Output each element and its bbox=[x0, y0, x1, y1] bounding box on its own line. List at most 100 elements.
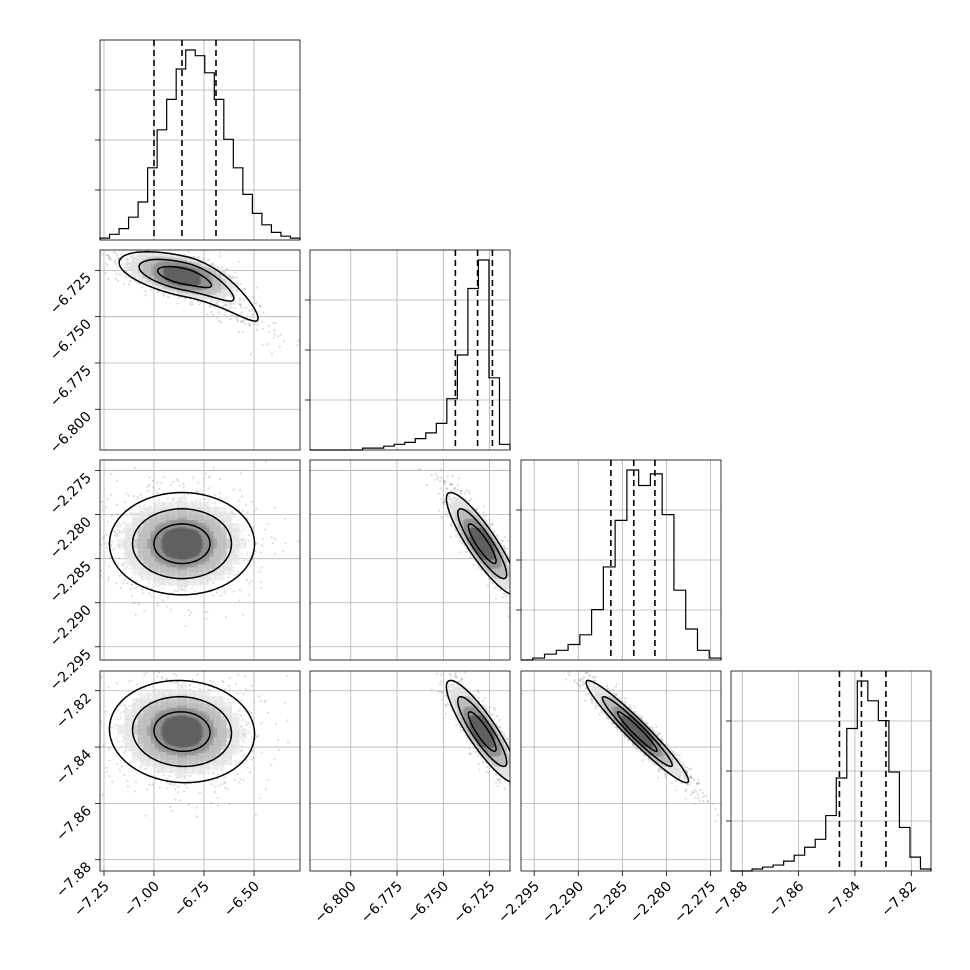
sample-point bbox=[116, 256, 120, 259]
sample-point bbox=[297, 540, 300, 543]
density-cell bbox=[229, 533, 240, 544]
sample-point bbox=[488, 518, 491, 521]
sample-point bbox=[176, 302, 179, 305]
sample-point bbox=[261, 343, 264, 346]
sample-point bbox=[255, 542, 259, 545]
density-cell bbox=[229, 554, 240, 565]
density-cell bbox=[132, 528, 142, 539]
sample-point bbox=[230, 509, 233, 513]
sample-point bbox=[129, 567, 132, 570]
sample-point bbox=[255, 328, 258, 332]
sample-point bbox=[117, 531, 120, 535]
sample-point bbox=[129, 512, 132, 515]
density-cell bbox=[184, 501, 195, 512]
sample-point bbox=[221, 266, 224, 269]
sample-point bbox=[239, 489, 242, 492]
sample-point bbox=[274, 537, 277, 540]
sample-point bbox=[216, 303, 219, 306]
sample-point bbox=[122, 528, 126, 531]
sample-point bbox=[225, 302, 228, 306]
sample-point bbox=[92, 552, 94, 554]
sample-point bbox=[160, 481, 163, 484]
sample-point bbox=[272, 321, 275, 324]
density-cell bbox=[193, 538, 204, 549]
sample-point bbox=[278, 345, 281, 348]
sample-point bbox=[222, 304, 226, 307]
sample-point bbox=[240, 320, 243, 323]
sample-point bbox=[91, 560, 93, 562]
sample-point bbox=[111, 548, 114, 551]
sample-point bbox=[514, 591, 516, 593]
sample-point bbox=[105, 264, 108, 267]
sample-point bbox=[171, 498, 174, 501]
sample-point bbox=[240, 553, 244, 556]
sample-point bbox=[212, 466, 216, 469]
density-cell bbox=[154, 575, 165, 586]
sample-point bbox=[108, 258, 111, 261]
histogram-panel-0 bbox=[99, 39, 301, 241]
density-cell bbox=[124, 522, 135, 533]
histogram-step-1 bbox=[310, 259, 511, 451]
sample-point bbox=[106, 520, 109, 523]
sample-point bbox=[249, 309, 252, 313]
sample-point bbox=[194, 589, 197, 592]
sample-point bbox=[122, 552, 125, 555]
sample-point bbox=[253, 323, 256, 326]
sample-point bbox=[156, 491, 159, 495]
scatter-panel-2-0 bbox=[91, 459, 301, 661]
sample-point bbox=[173, 496, 176, 499]
sample-point bbox=[154, 243, 156, 245]
sample-point bbox=[260, 544, 264, 547]
density-cell bbox=[199, 501, 210, 512]
density-cell bbox=[124, 543, 135, 554]
density-cell bbox=[177, 496, 187, 507]
density-cell bbox=[132, 512, 142, 523]
sample-point bbox=[444, 512, 447, 515]
sample-point bbox=[254, 549, 257, 553]
sample-point bbox=[516, 589, 518, 591]
sample-point bbox=[515, 581, 517, 583]
sample-point bbox=[129, 256, 132, 259]
density-cell bbox=[209, 290, 220, 301]
sample-point bbox=[239, 304, 242, 307]
sample-point bbox=[114, 277, 117, 281]
sample-point bbox=[232, 566, 235, 569]
sample-point bbox=[217, 311, 220, 315]
sample-point bbox=[449, 535, 453, 538]
sample-point bbox=[464, 497, 467, 501]
sample-point bbox=[239, 303, 242, 307]
sample-point bbox=[119, 523, 122, 526]
sample-point bbox=[233, 512, 236, 515]
sample-point bbox=[117, 556, 120, 560]
sample-point bbox=[443, 479, 446, 482]
contour-level-1 bbox=[131, 508, 233, 580]
scatter-panel-2-1 bbox=[309, 459, 518, 661]
sample-point bbox=[125, 492, 128, 495]
sample-point bbox=[225, 496, 228, 499]
sample-point bbox=[130, 583, 133, 586]
sample-point bbox=[241, 320, 244, 323]
sample-point bbox=[198, 303, 201, 306]
sample-point bbox=[229, 318, 232, 321]
sample-point bbox=[91, 269, 93, 271]
sample-point bbox=[459, 489, 462, 493]
density-cell bbox=[222, 543, 232, 554]
sample-point bbox=[210, 311, 213, 314]
sample-point bbox=[196, 490, 199, 493]
sample-point bbox=[178, 484, 181, 487]
sample-point bbox=[239, 283, 242, 286]
contour-level-0 bbox=[108, 491, 256, 596]
sample-point bbox=[451, 474, 454, 477]
sample-point bbox=[240, 311, 243, 314]
sample-point bbox=[443, 482, 446, 486]
sample-point bbox=[227, 306, 230, 309]
sample-point bbox=[500, 539, 503, 542]
sample-point bbox=[129, 587, 133, 591]
density-cell bbox=[139, 570, 150, 581]
scatter-panel-1-0 bbox=[91, 243, 301, 451]
sample-point bbox=[116, 513, 119, 516]
sample-point bbox=[241, 613, 245, 616]
density-cells bbox=[125, 251, 239, 301]
sample-point bbox=[93, 543, 95, 545]
sample-point bbox=[457, 477, 460, 480]
